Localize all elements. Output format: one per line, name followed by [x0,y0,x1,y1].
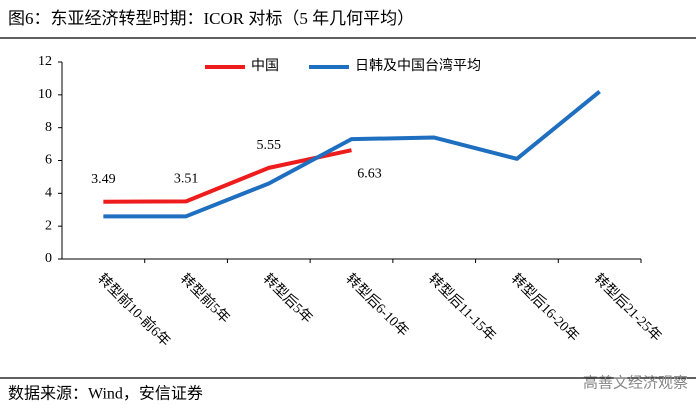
y-tick-label: 10 [38,87,52,102]
x-tick-label: 转型后6-10年 [342,271,411,340]
data-label: 5.55 [257,138,282,153]
x-tick-label: 转型后11-15年 [425,271,499,345]
watermark: 高善文经济观察 [583,374,688,392]
source: 数据来源：Wind，安信证券 [8,385,203,403]
y-tick-label: 4 [45,186,52,201]
y-tick-label: 8 [45,120,52,135]
y-tick-label: 12 [38,54,52,69]
x-tick-label: 转型后5年 [260,271,316,327]
y-tick-label: 0 [45,251,52,266]
data-label: 3.49 [91,172,116,187]
y-tick-label: 2 [45,218,52,233]
x-tick-label: 转型前5年 [177,270,234,327]
x-tick-label: 转型前10-前6年 [94,270,174,350]
chart-title: 图6：东亚经济转型时期：ICOR 对标（5 年几何平均） [8,9,414,28]
series-line [103,148,352,204]
x-tick-label: 转型后16-20年 [508,271,582,345]
legend-label: 日韩及中国台湾平均 [355,57,481,74]
x-tick-label: 转型后21-25年 [591,271,665,345]
series-line [103,89,601,219]
y-tick-label: 6 [45,153,52,168]
legend-label: 中国 [251,58,279,74]
data-label: 3.51 [174,172,199,187]
data-label: 6.63 [357,166,382,181]
